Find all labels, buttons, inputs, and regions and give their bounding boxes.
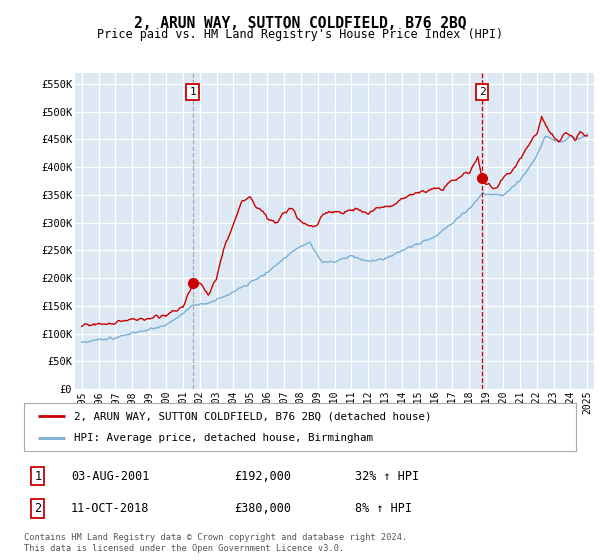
Text: 2, ARUN WAY, SUTTON COLDFIELD, B76 2BQ: 2, ARUN WAY, SUTTON COLDFIELD, B76 2BQ bbox=[134, 16, 466, 31]
Text: 1: 1 bbox=[34, 469, 41, 483]
Text: 1: 1 bbox=[189, 87, 196, 97]
Text: 11-OCT-2018: 11-OCT-2018 bbox=[71, 502, 149, 515]
Text: Contains HM Land Registry data © Crown copyright and database right 2024.
This d: Contains HM Land Registry data © Crown c… bbox=[24, 533, 407, 553]
Text: £380,000: £380,000 bbox=[234, 502, 291, 515]
Text: 32% ↑ HPI: 32% ↑ HPI bbox=[355, 469, 419, 483]
Text: HPI: Average price, detached house, Birmingham: HPI: Average price, detached house, Birm… bbox=[74, 433, 373, 443]
Text: £192,000: £192,000 bbox=[234, 469, 291, 483]
Text: 2, ARUN WAY, SUTTON COLDFIELD, B76 2BQ (detached house): 2, ARUN WAY, SUTTON COLDFIELD, B76 2BQ (… bbox=[74, 411, 431, 421]
Text: 2: 2 bbox=[34, 502, 41, 515]
Text: 8% ↑ HPI: 8% ↑ HPI bbox=[355, 502, 412, 515]
Text: 03-AUG-2001: 03-AUG-2001 bbox=[71, 469, 149, 483]
Text: Price paid vs. HM Land Registry's House Price Index (HPI): Price paid vs. HM Land Registry's House … bbox=[97, 28, 503, 41]
Text: 2: 2 bbox=[479, 87, 485, 97]
